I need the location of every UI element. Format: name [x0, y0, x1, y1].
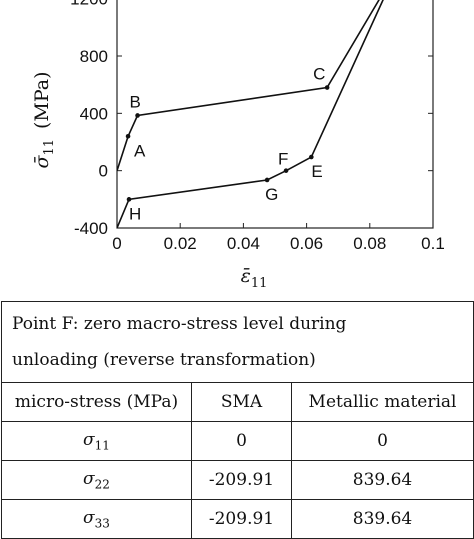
- table-caption-line2: unloading (reverse transformation): [12, 350, 316, 370]
- table-caption-line1: Point F: zero macro-stress level during: [12, 314, 347, 334]
- point-c-label: C: [313, 65, 325, 84]
- row-symbol: σ33: [1, 499, 192, 539]
- x-tick-label: 0.1: [421, 234, 445, 253]
- point-g-label: G: [265, 185, 278, 204]
- y-tick-label: 800: [80, 47, 108, 66]
- point-f-label: F: [278, 150, 288, 169]
- point-c-marker: [324, 85, 330, 90]
- row-symbol: σ11: [1, 421, 192, 461]
- x-tick-label: 0.08: [353, 234, 386, 253]
- point-h-label: H: [129, 204, 141, 223]
- x-axis-label: ε̄11: [241, 265, 268, 291]
- table-header-row: micro-stress (MPa) SMA Metallic material: [1, 382, 474, 422]
- table-row: σ22 -209.91 839.64: [1, 460, 474, 500]
- table-caption-row: Point F: zero macro-stress level during …: [0, 301, 474, 383]
- micro-stress-table: Point F: zero macro-stress level during …: [0, 301, 474, 539]
- row-sma-value: -209.91: [191, 460, 292, 500]
- point-f-marker: [283, 168, 289, 173]
- y-tick-label: -400: [74, 219, 108, 238]
- x-tick-label: 0.04: [227, 234, 260, 253]
- point-h-marker: [126, 197, 132, 202]
- point-labels-group: ABCDEFGH: [125, 65, 330, 223]
- y-tick-label: 1200: [70, 0, 108, 9]
- row-sma-value: 0: [191, 421, 292, 461]
- point-a-label: A: [134, 141, 146, 160]
- point-b-marker: [135, 113, 140, 118]
- stress-strain-chart: 00.020.040.060.080.1 -40004008001200 ABC…: [31, 0, 445, 291]
- point-b-label: B: [130, 92, 141, 111]
- table-caption: Point F: zero macro-stress level during …: [0, 301, 474, 383]
- header-metallic: Metallic material: [290, 382, 474, 422]
- y-axis-label: σ̄11(MPa): [31, 71, 57, 168]
- plot-frame: [116, 0, 434, 229]
- point-g-marker: [264, 177, 270, 183]
- y-tick-label: 400: [80, 104, 108, 123]
- y-tick-label: 0: [99, 162, 108, 181]
- point-e-label: E: [311, 162, 322, 181]
- x-tick-label: 0: [112, 234, 121, 253]
- x-axis: 0 0.02 0.04 0.06 0.08 0.1: [112, 223, 445, 253]
- point-e-marker: [309, 154, 314, 160]
- series-group: [117, 0, 384, 228]
- series-line: [117, 0, 384, 228]
- row-symbol: σ22: [1, 460, 192, 500]
- row-sma-value: -209.91: [191, 499, 292, 539]
- header-micro-stress: micro-stress (MPa): [1, 382, 192, 422]
- point-a-marker: [125, 133, 131, 139]
- y-axis: -400 0 400 800 1200: [70, 0, 433, 238]
- table-row: σ33 -209.91 839.64: [1, 499, 474, 539]
- plot-area: [116, 0, 434, 229]
- row-metallic-value: 0: [290, 421, 474, 461]
- table-row: σ11 0 0: [1, 421, 474, 461]
- header-sma: SMA: [191, 382, 292, 422]
- row-metallic-value: 839.64: [290, 499, 474, 539]
- x-tick-label: 0.06: [290, 234, 323, 253]
- x-tick-label: 0.02: [164, 234, 197, 253]
- row-metallic-value: 839.64: [290, 460, 474, 500]
